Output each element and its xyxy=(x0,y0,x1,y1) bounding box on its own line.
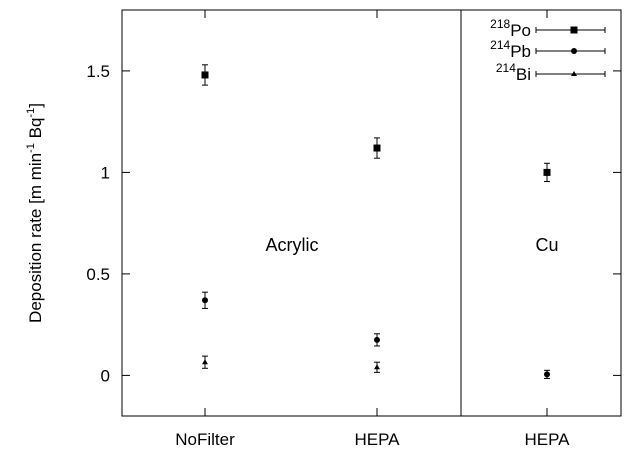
data-point xyxy=(374,364,380,370)
y-tick-label: 1 xyxy=(101,163,110,182)
y-axis-label-main: Deposition rate [m min xyxy=(26,153,45,323)
y-axis-ticks: 0 0.5 1 1.5 xyxy=(86,62,621,385)
y-tick-label: 0.5 xyxy=(86,265,110,284)
panel-label-cu: Cu xyxy=(535,235,558,255)
data-point xyxy=(202,359,208,365)
legend-label: 218Po xyxy=(490,17,531,40)
x-tick-label: HEPA xyxy=(354,430,400,449)
y-axis-label-exp2: -1 xyxy=(25,108,37,118)
legend-label: 214Pb xyxy=(490,38,531,61)
plot-area xyxy=(121,9,622,417)
x-tick-label: HEPA xyxy=(524,430,570,449)
data-marks xyxy=(201,64,551,379)
y-axis-label-end: ] xyxy=(26,103,45,108)
data-point xyxy=(202,297,208,304)
data-point xyxy=(544,371,550,378)
legend-label: 214Bi xyxy=(496,61,531,84)
legend-marker xyxy=(571,71,577,76)
y-axis-label: Deposition rate [m min-1 Bq-1] xyxy=(25,103,45,323)
legend-marker xyxy=(570,26,578,34)
y-tick-label: 1.5 xyxy=(86,62,110,81)
data-point xyxy=(201,71,209,79)
y-tick-label: 0 xyxy=(101,366,110,385)
x-tick-label: NoFilter xyxy=(175,430,235,449)
x-axis-ticks: NoFilter HEPA HEPA xyxy=(175,10,570,449)
y-axis-label-exp1: -1 xyxy=(25,143,37,153)
legend-marker xyxy=(571,48,577,54)
data-point xyxy=(543,168,551,176)
data-point xyxy=(373,144,381,152)
data-point xyxy=(374,336,380,343)
y-axis-label-mid: Bq xyxy=(26,118,45,144)
panel-label-acrylic: Acrylic xyxy=(266,235,319,255)
